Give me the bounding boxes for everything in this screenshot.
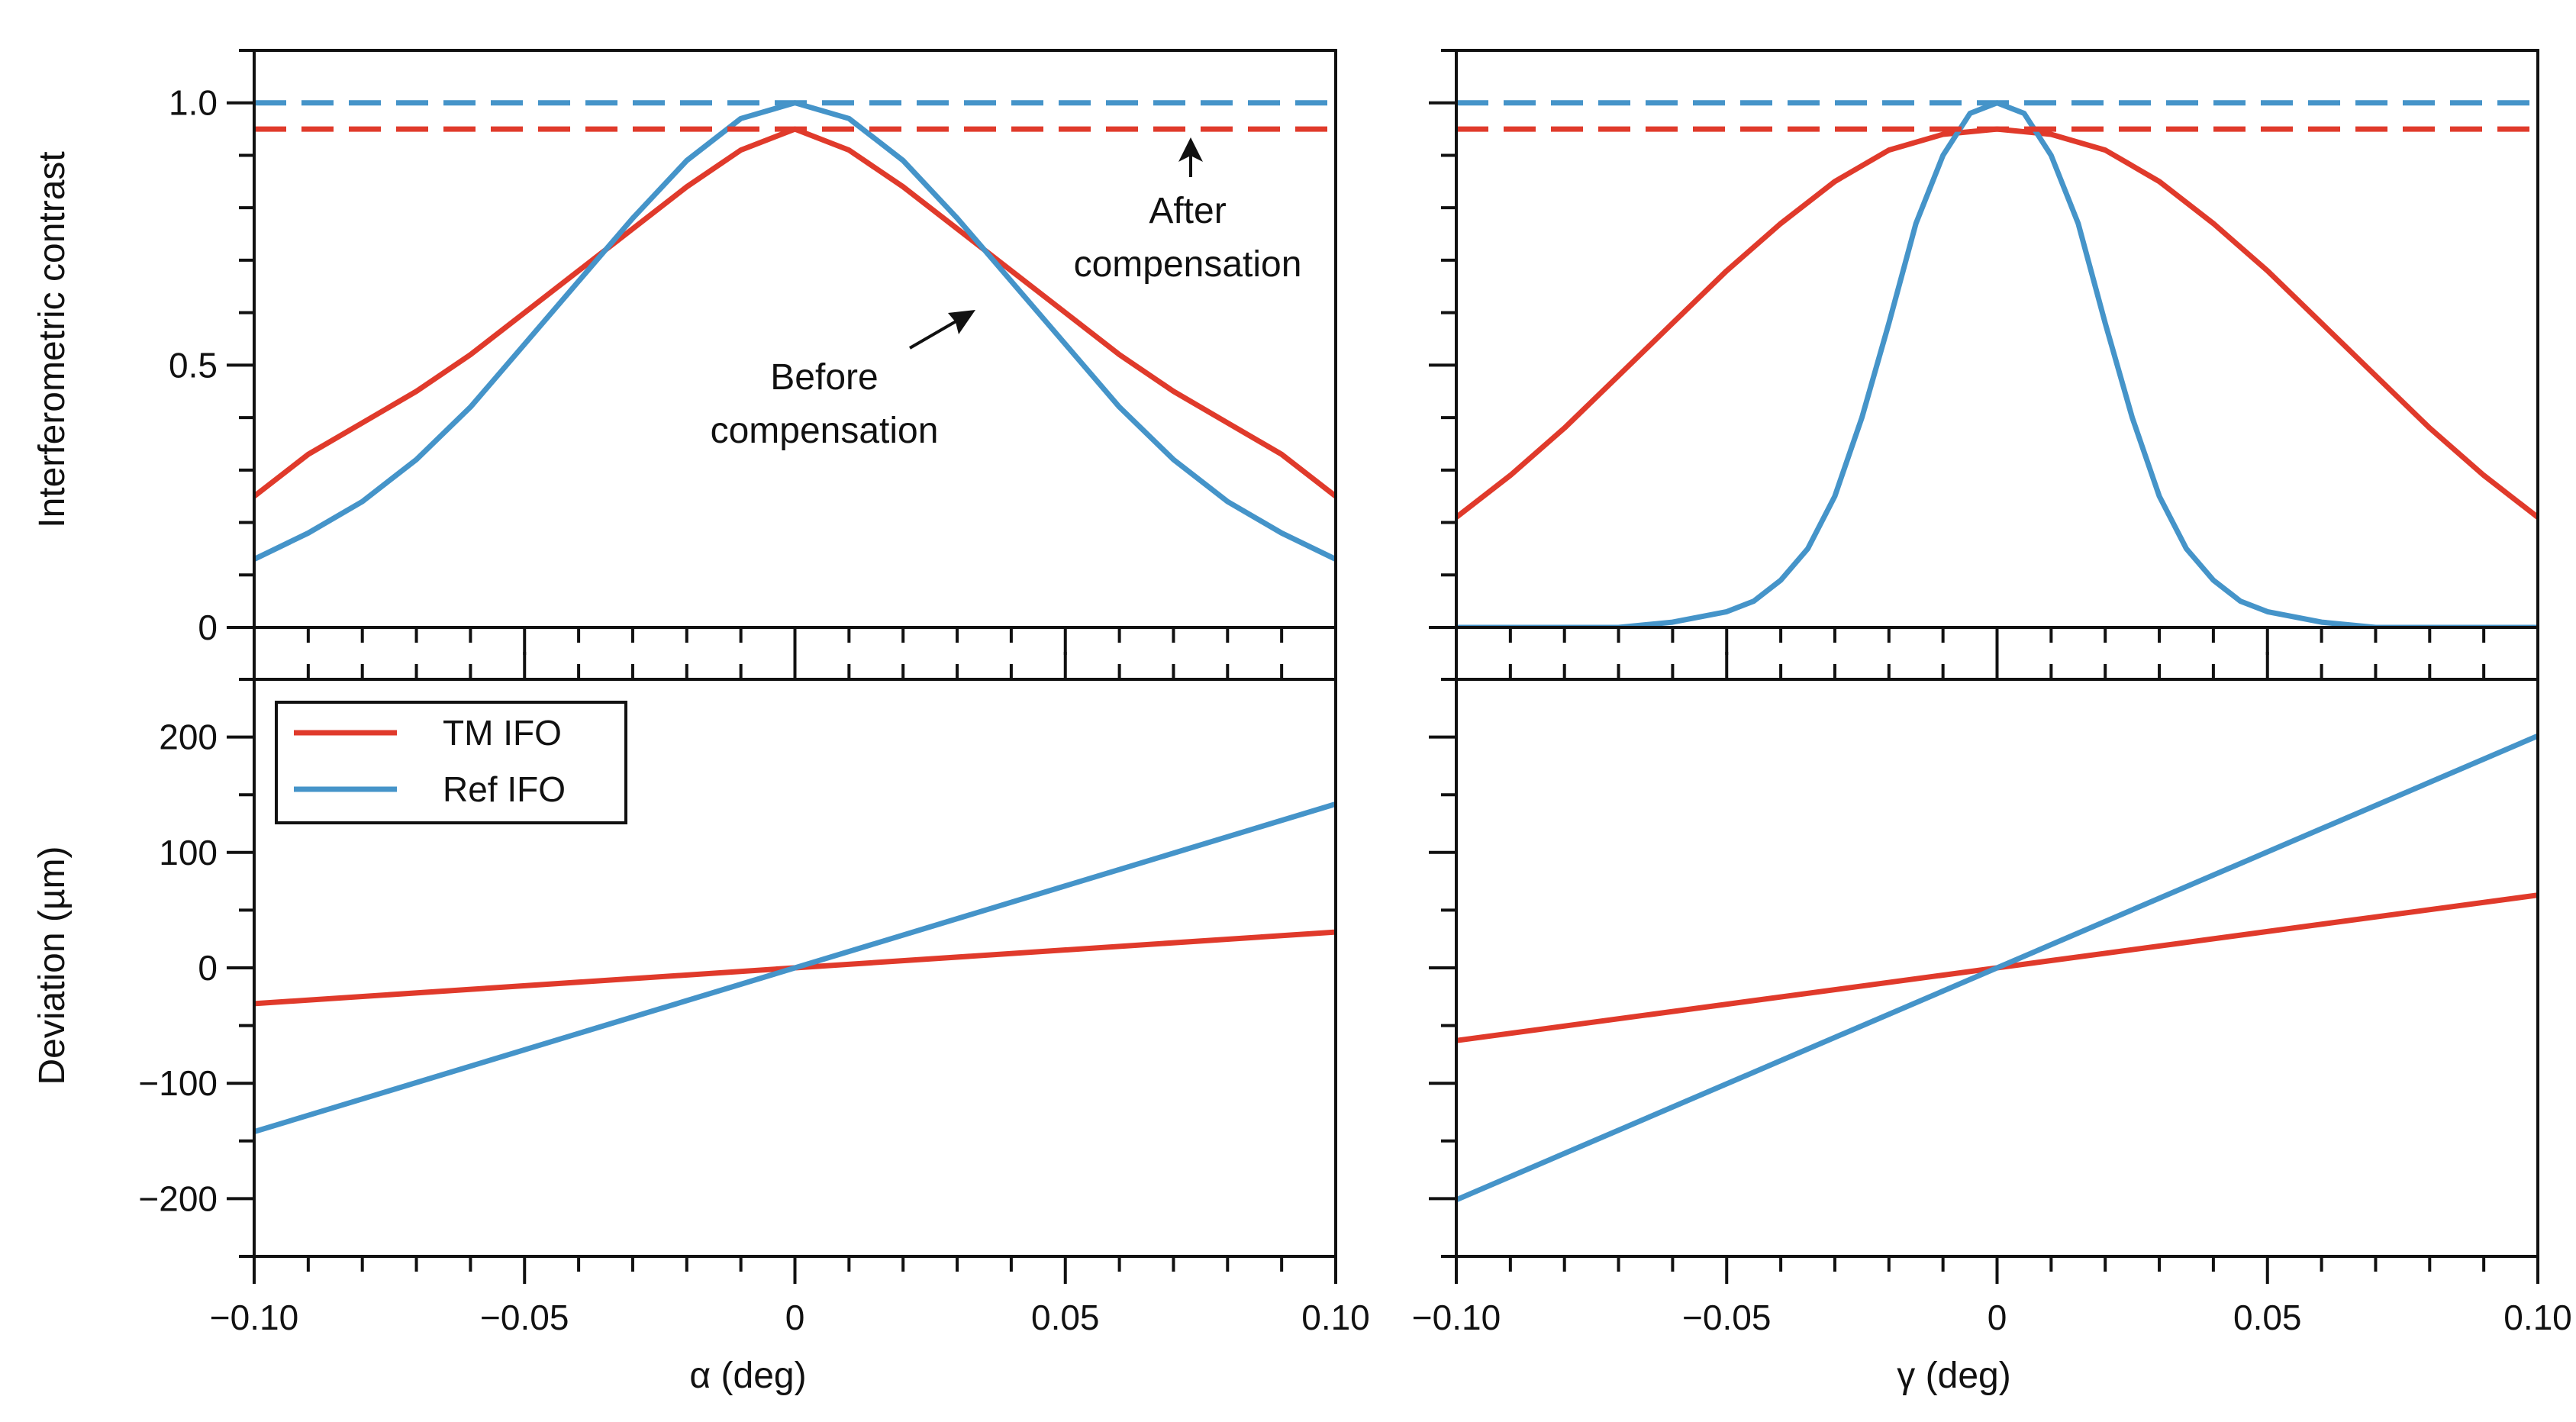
y-tick-label: 0 <box>198 608 218 647</box>
panel-bottom-left: −200 −100 0 100 200 −0.10 −0.05 0 0.05 0.10 <box>138 652 1370 1337</box>
panel-top-left: 0 0.5 1.0 <box>169 49 1337 655</box>
x-tick-label: 0.05 <box>2233 1298 2302 1337</box>
annotation-before-arrowhead <box>948 310 975 334</box>
series-line-ref-ifo <box>254 801 1336 1135</box>
x-tick-label: −0.10 <box>210 1298 298 1337</box>
legend-label-ref-ifo: Ref IFO <box>443 769 566 809</box>
legend-box <box>275 701 627 824</box>
plot-frame <box>1455 49 2539 629</box>
y-tick-label: 1.0 <box>169 83 218 123</box>
panel-bottom-right: −0.10 −0.05 0 0.05 0.10 <box>1412 652 2572 1337</box>
series-line-tm-ifo <box>1456 126 2538 520</box>
x-tick-label: −0.05 <box>480 1298 569 1337</box>
plot-frame <box>253 49 1337 629</box>
y-tick-label: 0 <box>198 948 218 988</box>
legend-label-tm-ifo: TM IFO <box>443 713 562 753</box>
annotation-before-compensation: Before compensation <box>711 310 975 451</box>
annotation-after-arrowhead <box>1178 137 1203 162</box>
y-tick-label: 200 <box>159 717 218 757</box>
panel-top-right <box>1429 49 2539 655</box>
x-tick-label: 0.10 <box>1301 1298 1370 1337</box>
legend: TM IFO Ref IFO <box>275 701 627 824</box>
y-tick-label: 0.5 <box>169 345 218 385</box>
plot-frame <box>1455 678 2539 1258</box>
x-axis-title-gamma: γ (deg) <box>1897 1356 2010 1396</box>
x-tick-label: 0 <box>1988 1298 2007 1337</box>
series-group <box>254 100 1336 562</box>
y-tick-label: −100 <box>138 1063 218 1103</box>
x-tick-label: −0.05 <box>1682 1298 1771 1337</box>
series-group <box>1456 733 2538 1203</box>
y-axis-title-deviation: Deviation (µm) <box>32 846 73 1085</box>
y-tick-label: −200 <box>138 1179 218 1218</box>
y-tick-label: 100 <box>159 833 218 872</box>
x-tick-label: 0 <box>785 1298 805 1337</box>
x-tick-label: 0.10 <box>2503 1298 2572 1337</box>
annotation-after-line-1: After <box>1149 191 1226 231</box>
annotation-before-line-1: Before <box>770 357 878 398</box>
series-line-ref-ifo <box>1456 733 2538 1203</box>
plot-frame <box>253 678 1337 1258</box>
x-axis-title-alpha: α (deg) <box>689 1356 806 1396</box>
y-axis-title-contrast: Interferometric contrast <box>32 151 73 528</box>
x-tick-label: 0.05 <box>1031 1298 1100 1337</box>
annotation-before-line-2: compensation <box>711 411 939 451</box>
series-line-ref-ifo <box>1456 100 2538 627</box>
series-line-ref-ifo <box>254 100 1336 562</box>
series-group <box>254 801 1336 1135</box>
series-group <box>1456 100 2538 627</box>
annotation-after-line-2: compensation <box>1074 244 1302 285</box>
annotation-after-compensation: After compensation <box>1074 137 1302 285</box>
x-tick-label: −0.10 <box>1412 1298 1501 1337</box>
